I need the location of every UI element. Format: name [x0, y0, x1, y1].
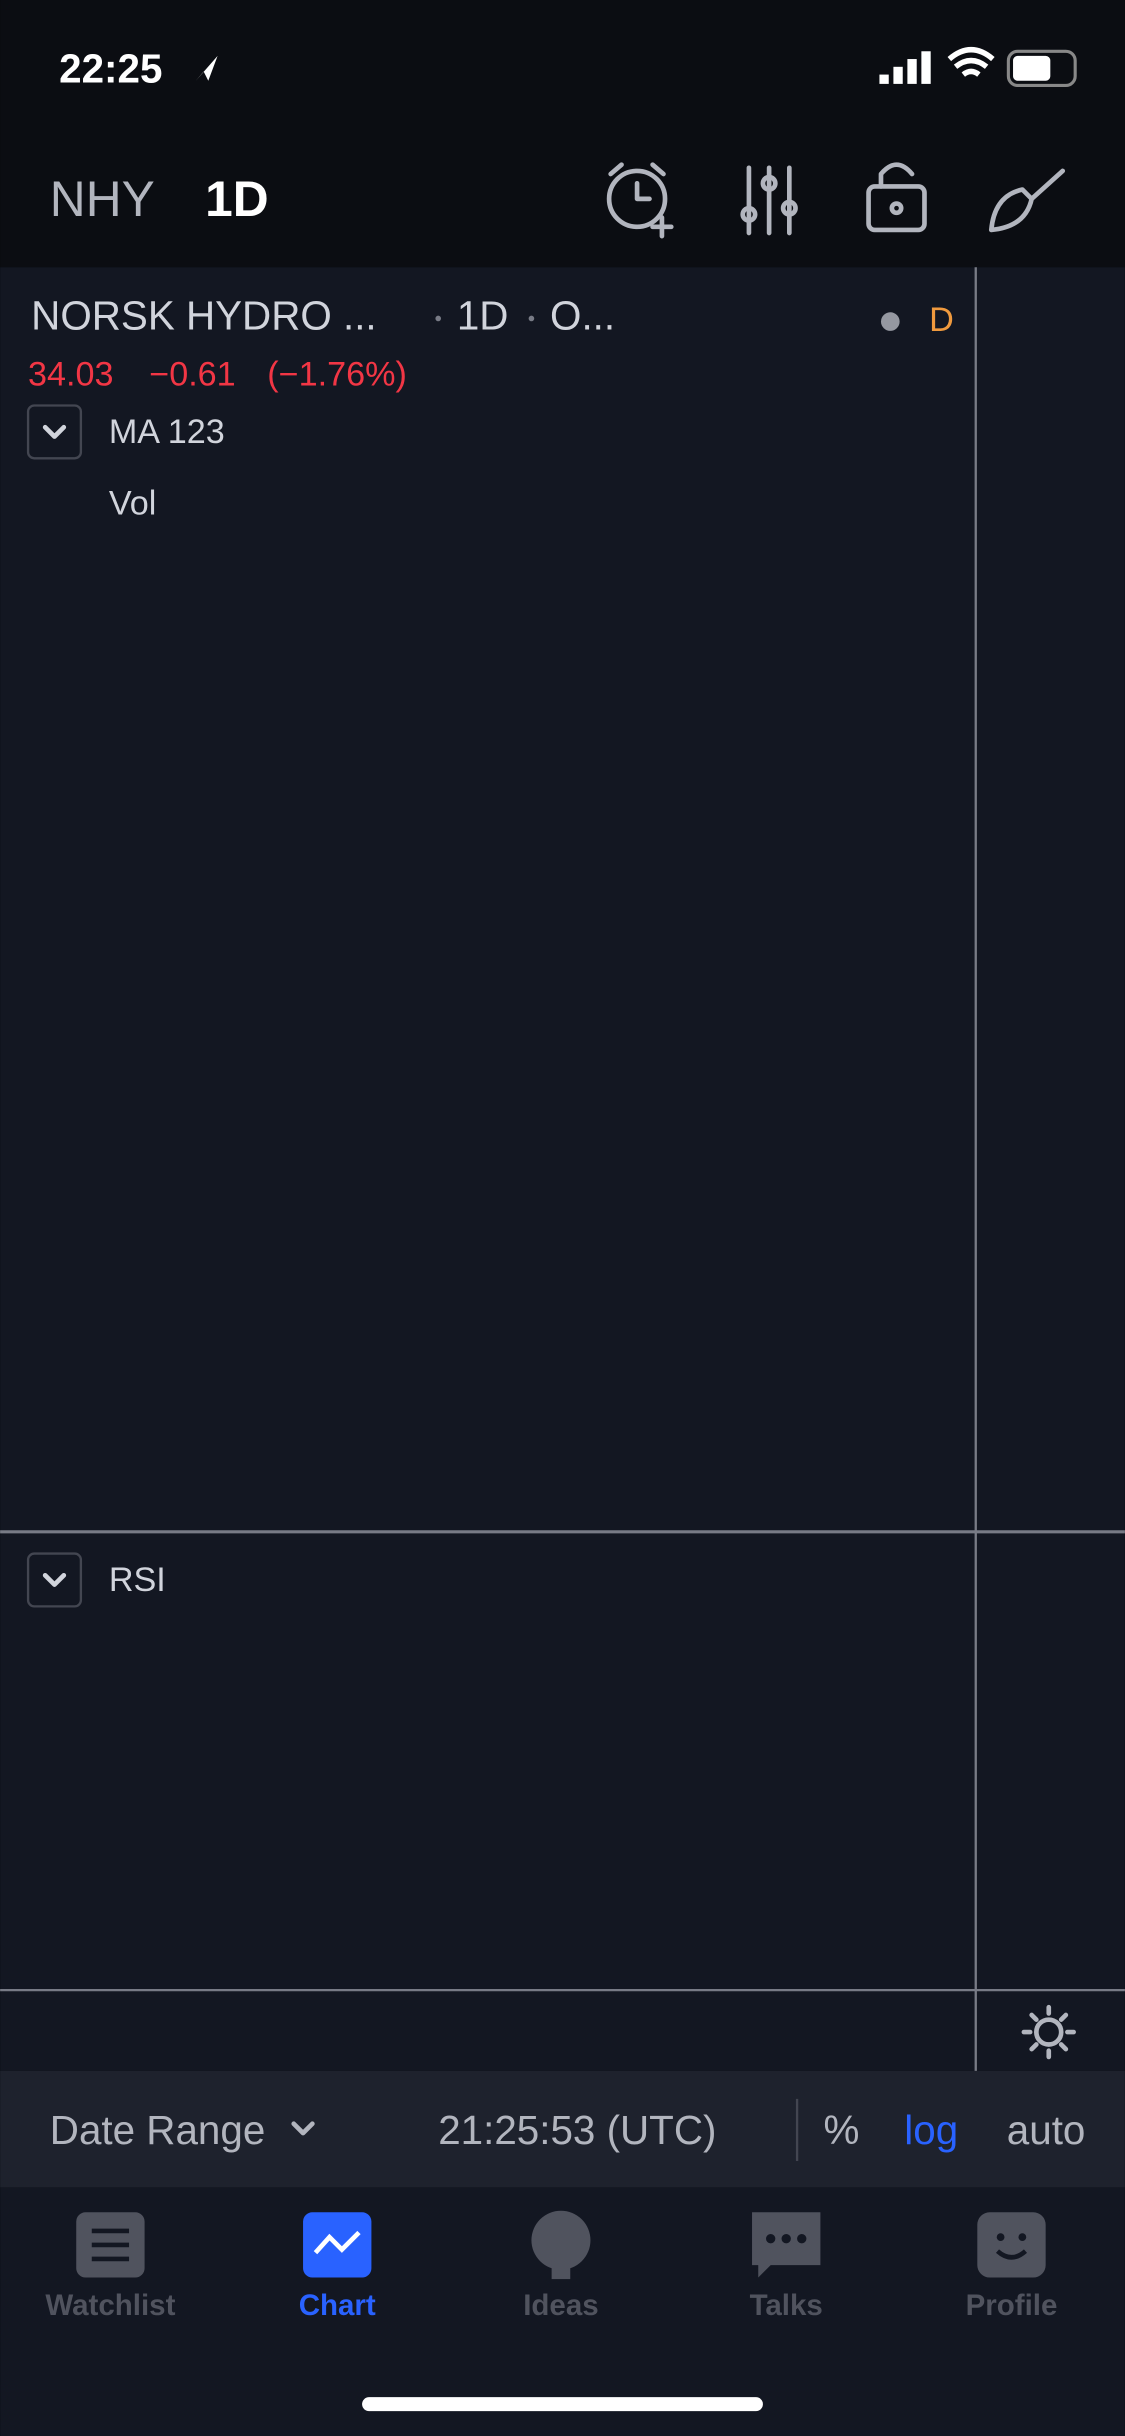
tab-profile[interactable]: Profile — [966, 2212, 1058, 2322]
status: D — [929, 301, 954, 339]
utc-time[interactable]: 21:25:53 (UTC) — [438, 2107, 716, 2153]
price-change: −0.61 — [149, 355, 235, 393]
volume-label: Vol — [109, 484, 156, 522]
tab-label: Chart — [299, 2289, 376, 2322]
log-toggle[interactable]: log — [904, 2107, 958, 2153]
percent-toggle[interactable]: % — [824, 2107, 860, 2153]
battery-level — [1013, 55, 1051, 81]
collapse-button[interactable] — [26, 404, 83, 460]
status-dot — [880, 312, 900, 331]
last-price: 34.03 — [28, 355, 113, 393]
price-change-pct: (−1.76%) — [267, 355, 407, 393]
wifi-icon — [947, 47, 995, 77]
legend-interval: 1D — [457, 292, 509, 338]
tab-label: Ideas — [523, 2289, 598, 2322]
chevron — [42, 1572, 67, 1587]
separator — [435, 315, 442, 322]
alarm-icon[interactable] — [606, 162, 674, 239]
chart-bg — [0, 267, 1125, 2071]
indicator-label: MA 123 — [109, 413, 225, 451]
date-range[interactable]: Date Range — [50, 2107, 265, 2153]
tab-label: Watchlist — [45, 2289, 175, 2322]
clock: 22:25 — [59, 45, 162, 91]
tab-ideas[interactable]: Ideas — [523, 2210, 599, 2322]
toolbar-bg — [0, 2070, 1125, 2188]
chevron — [291, 2121, 315, 2136]
tab-chart[interactable]: Chart — [299, 2212, 376, 2322]
auto-toggle[interactable]: auto — [1007, 2107, 1086, 2153]
chevron — [42, 424, 67, 439]
draw-icon[interactable] — [988, 168, 1066, 233]
tab-watchlist[interactable]: Watchlist — [45, 2212, 176, 2322]
lock-icon[interactable] — [866, 162, 927, 233]
tab-label: Talks — [750, 2289, 823, 2322]
interval[interactable]: 1D — [205, 171, 269, 227]
exchange: O... — [550, 292, 615, 338]
rsi-title: RSI — [109, 1561, 166, 1599]
instrument-name: NORSK HYDRO ... — [31, 292, 376, 338]
rsi-collapse-button[interactable] — [26, 1552, 83, 1608]
settings-icon[interactable] — [1021, 2004, 1076, 2060]
indicators-icon[interactable] — [740, 165, 798, 236]
tab-talks[interactable]: Talks — [750, 2212, 823, 2322]
signal-icon — [879, 51, 931, 84]
tab-label: Profile — [966, 2289, 1058, 2322]
battery — [1006, 49, 1077, 87]
header-bg — [0, 0, 1125, 268]
home-indicator — [362, 2397, 763, 2412]
separator — [528, 315, 535, 322]
symbol[interactable]: NHY — [50, 171, 155, 227]
